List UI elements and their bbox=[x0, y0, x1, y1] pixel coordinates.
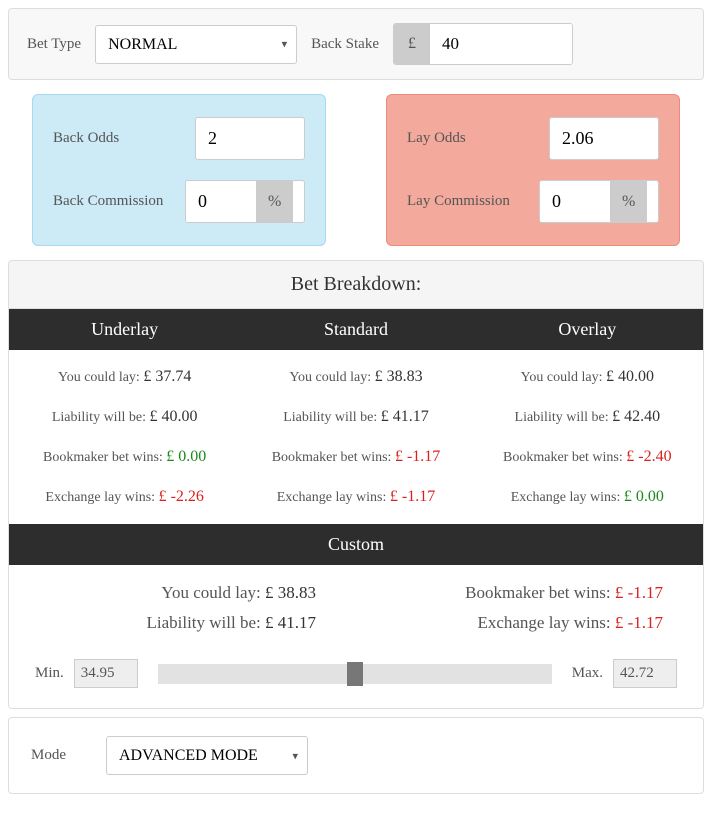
overlay-col: You could lay: £ 40.00 Liability will be… bbox=[472, 368, 703, 506]
col-underlay: Underlay bbox=[9, 309, 240, 350]
underlay-lay: £ 37.74 bbox=[143, 368, 191, 385]
custom-bookmaker: £ -1.17 bbox=[615, 583, 663, 602]
underlay-exchange: £ -2.26 bbox=[159, 488, 204, 505]
standard-col: You could lay: £ 38.83 Liability will be… bbox=[240, 368, 471, 506]
lay-odds-label: Lay Odds bbox=[407, 130, 549, 147]
underlay-liability: £ 40.00 bbox=[149, 408, 197, 425]
underlay-bookmaker: £ 0.00 bbox=[166, 448, 206, 465]
odds-row: Back Odds Back Commission % Lay Odds Lay… bbox=[8, 88, 704, 252]
back-stake-label: Back Stake bbox=[311, 36, 379, 53]
back-odds-label: Back Odds bbox=[53, 130, 195, 147]
back-card: Back Odds Back Commission % bbox=[32, 94, 326, 246]
percent-symbol: % bbox=[610, 181, 647, 222]
bet-type-select-wrap: NORMAL bbox=[95, 25, 297, 64]
custom-lay: £ 38.83 bbox=[265, 583, 316, 602]
results-row: You could lay: £ 37.74 Liability will be… bbox=[9, 350, 703, 524]
overlay-bookmaker: £ -2.40 bbox=[626, 448, 671, 465]
standard-liability: £ 41.17 bbox=[381, 408, 429, 425]
overlay-lay: £ 40.00 bbox=[606, 368, 654, 385]
overlay-exchange: £ 0.00 bbox=[624, 488, 664, 505]
col-standard: Standard bbox=[240, 309, 471, 350]
back-commission-label: Back Commission bbox=[53, 193, 185, 210]
percent-symbol: % bbox=[256, 181, 293, 222]
custom-title: Custom bbox=[9, 524, 703, 565]
currency-symbol: £ bbox=[394, 24, 430, 64]
bet-type-select[interactable]: NORMAL bbox=[95, 25, 297, 64]
custom-results: You could lay: £ 38.83 Liability will be… bbox=[9, 565, 703, 649]
custom-liability: £ 41.17 bbox=[265, 613, 316, 632]
mode-panel: Mode ADVANCED MODE bbox=[8, 717, 704, 794]
custom-slider[interactable] bbox=[158, 664, 552, 684]
breakdown-columns-header: Underlay Standard Overlay bbox=[9, 309, 703, 350]
mode-select-wrap: ADVANCED MODE bbox=[106, 736, 308, 775]
bet-type-label: Bet Type bbox=[27, 36, 81, 53]
top-panel: Bet Type NORMAL Back Stake £ bbox=[8, 8, 704, 80]
back-stake-group: £ bbox=[393, 23, 573, 65]
slider-thumb[interactable] bbox=[347, 662, 363, 686]
lay-commission-input[interactable] bbox=[540, 181, 610, 222]
back-odds-input[interactable] bbox=[195, 117, 305, 160]
min-label: Min. bbox=[35, 665, 64, 682]
max-input bbox=[613, 659, 677, 688]
custom-exchange: £ -1.17 bbox=[615, 613, 663, 632]
standard-bookmaker: £ -1.17 bbox=[395, 448, 440, 465]
min-input bbox=[74, 659, 138, 688]
lay-odds-input[interactable] bbox=[549, 117, 659, 160]
overlay-liability: £ 42.40 bbox=[612, 408, 660, 425]
mode-select[interactable]: ADVANCED MODE bbox=[106, 736, 308, 775]
max-label: Max. bbox=[572, 665, 603, 682]
underlay-col: You could lay: £ 37.74 Liability will be… bbox=[9, 368, 240, 506]
lay-commission-label: Lay Commission bbox=[407, 193, 539, 210]
custom-header: Custom bbox=[9, 524, 703, 565]
breakdown-title: Bet Breakdown: bbox=[9, 261, 703, 309]
slider-row: Min. Max. bbox=[9, 649, 703, 708]
back-commission-input[interactable] bbox=[186, 181, 256, 222]
lay-card: Lay Odds Lay Commission % bbox=[386, 94, 680, 246]
standard-lay: £ 38.83 bbox=[375, 368, 423, 385]
back-stake-input[interactable] bbox=[430, 24, 572, 64]
breakdown-panel: Bet Breakdown: Underlay Standard Overlay… bbox=[8, 260, 704, 709]
mode-label: Mode bbox=[31, 747, 66, 764]
standard-exchange: £ -1.17 bbox=[390, 488, 435, 505]
col-overlay: Overlay bbox=[472, 309, 703, 350]
